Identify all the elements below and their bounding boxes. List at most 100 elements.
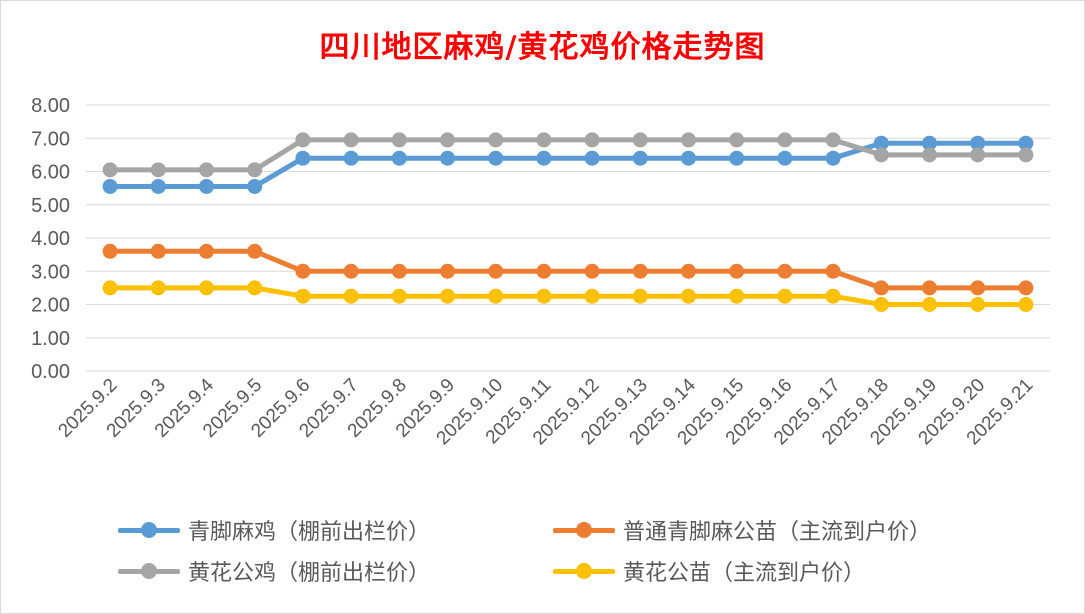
data-point [488,288,504,304]
data-point [295,150,311,166]
data-point [343,150,359,166]
data-point [729,150,745,166]
data-point [1018,135,1034,151]
data-point [777,132,793,148]
data-point [150,178,166,194]
data-point [729,288,745,304]
data-point [102,280,118,296]
data-point [199,178,214,194]
data-point [440,132,455,148]
data-point [102,178,118,194]
x-axis-ticks: 2025.9.22025.9.32025.9.42025.9.52025.9.6… [54,374,1037,449]
data-point [825,263,841,279]
data-point [536,150,552,166]
data-point [440,150,455,166]
data-point [102,162,118,178]
data-point [199,162,214,178]
data-point [873,147,889,163]
legend-label: 黄花公苗（主流到户价） [623,561,866,586]
data-point [488,150,504,166]
data-point [681,263,696,279]
data-point [150,243,166,259]
data-point [247,280,263,296]
data-point [681,132,696,148]
data-point [584,288,600,304]
legend-swatch [553,561,615,581]
data-point [391,132,407,148]
series-2 [102,132,1034,178]
legend-swatch [553,520,615,540]
series-line [107,285,1029,307]
data-point [632,132,648,148]
data-point [729,263,745,279]
series-lines [102,132,1034,312]
y-tick-label: 5.00 [31,195,70,217]
data-point [150,162,166,178]
data-point [536,288,552,304]
legend-swatch [118,561,180,581]
y-tick-label: 3.00 [31,261,70,283]
data-point [681,288,696,304]
data-point [873,280,889,296]
data-point [536,132,552,148]
data-point [199,243,214,259]
data-point [584,263,600,279]
data-point [295,288,311,304]
data-point [777,150,793,166]
legend-item-huanghua-gongmiao: 黄花公苗（主流到户价） [553,555,865,587]
data-point [729,132,745,148]
series-line [107,137,1029,173]
y-tick-label: 0.00 [31,361,70,383]
data-point [343,263,359,279]
data-point [1018,280,1034,296]
y-tick-label: 8.00 [31,95,70,117]
legend-item-huanghua-gongji: 黄花公鸡（棚前出栏价） [118,555,430,587]
data-point [632,150,648,166]
data-point [295,263,311,279]
data-point [681,150,696,166]
data-point [922,147,937,163]
legend-item-qingjiao-maji: 青脚麻鸡（棚前出栏价） [118,514,430,546]
series-3 [102,280,1034,312]
data-point [825,150,841,166]
data-point [247,243,263,259]
data-point [102,243,118,259]
legend-item-putong-gongmiao: 普通青脚麻公苗（主流到户价） [553,514,931,546]
data-point [584,132,600,148]
data-point [777,288,793,304]
y-axis-ticks: 0.00 1.00 2.00 3.00 4.00 5.00 6.00 7.00 8.00 [31,95,70,383]
data-point [922,297,937,312]
legend-label: 普通青脚麻公苗（主流到户价） [623,520,932,545]
data-point [488,132,504,148]
data-point [825,132,841,148]
y-tick-label: 7.00 [31,128,70,150]
data-point [584,150,600,166]
series-line [107,248,1029,291]
series-1 [102,243,1034,296]
data-point [632,263,648,279]
data-point [970,135,986,151]
y-tick-label: 6.00 [31,162,70,184]
data-point [922,280,937,296]
data-point [199,280,214,296]
legend-label: 青脚麻鸡（棚前出栏价） [188,520,431,545]
data-point [295,132,311,148]
data-point [922,135,937,151]
data-point [970,147,986,163]
data-point [970,297,986,312]
chart-title: 四川地区麻鸡/黄花鸡价格走势图 [319,30,766,65]
data-point [536,263,552,279]
y-tick-label: 1.00 [31,328,70,350]
data-point [440,263,455,279]
data-point [488,263,504,279]
data-point [391,288,407,304]
data-point [247,178,263,194]
data-point [247,162,263,178]
y-tick-label: 2.00 [31,295,70,317]
data-point [632,288,648,304]
data-point [970,280,986,296]
data-point [825,288,841,304]
data-point [873,297,889,312]
data-point [440,288,455,304]
